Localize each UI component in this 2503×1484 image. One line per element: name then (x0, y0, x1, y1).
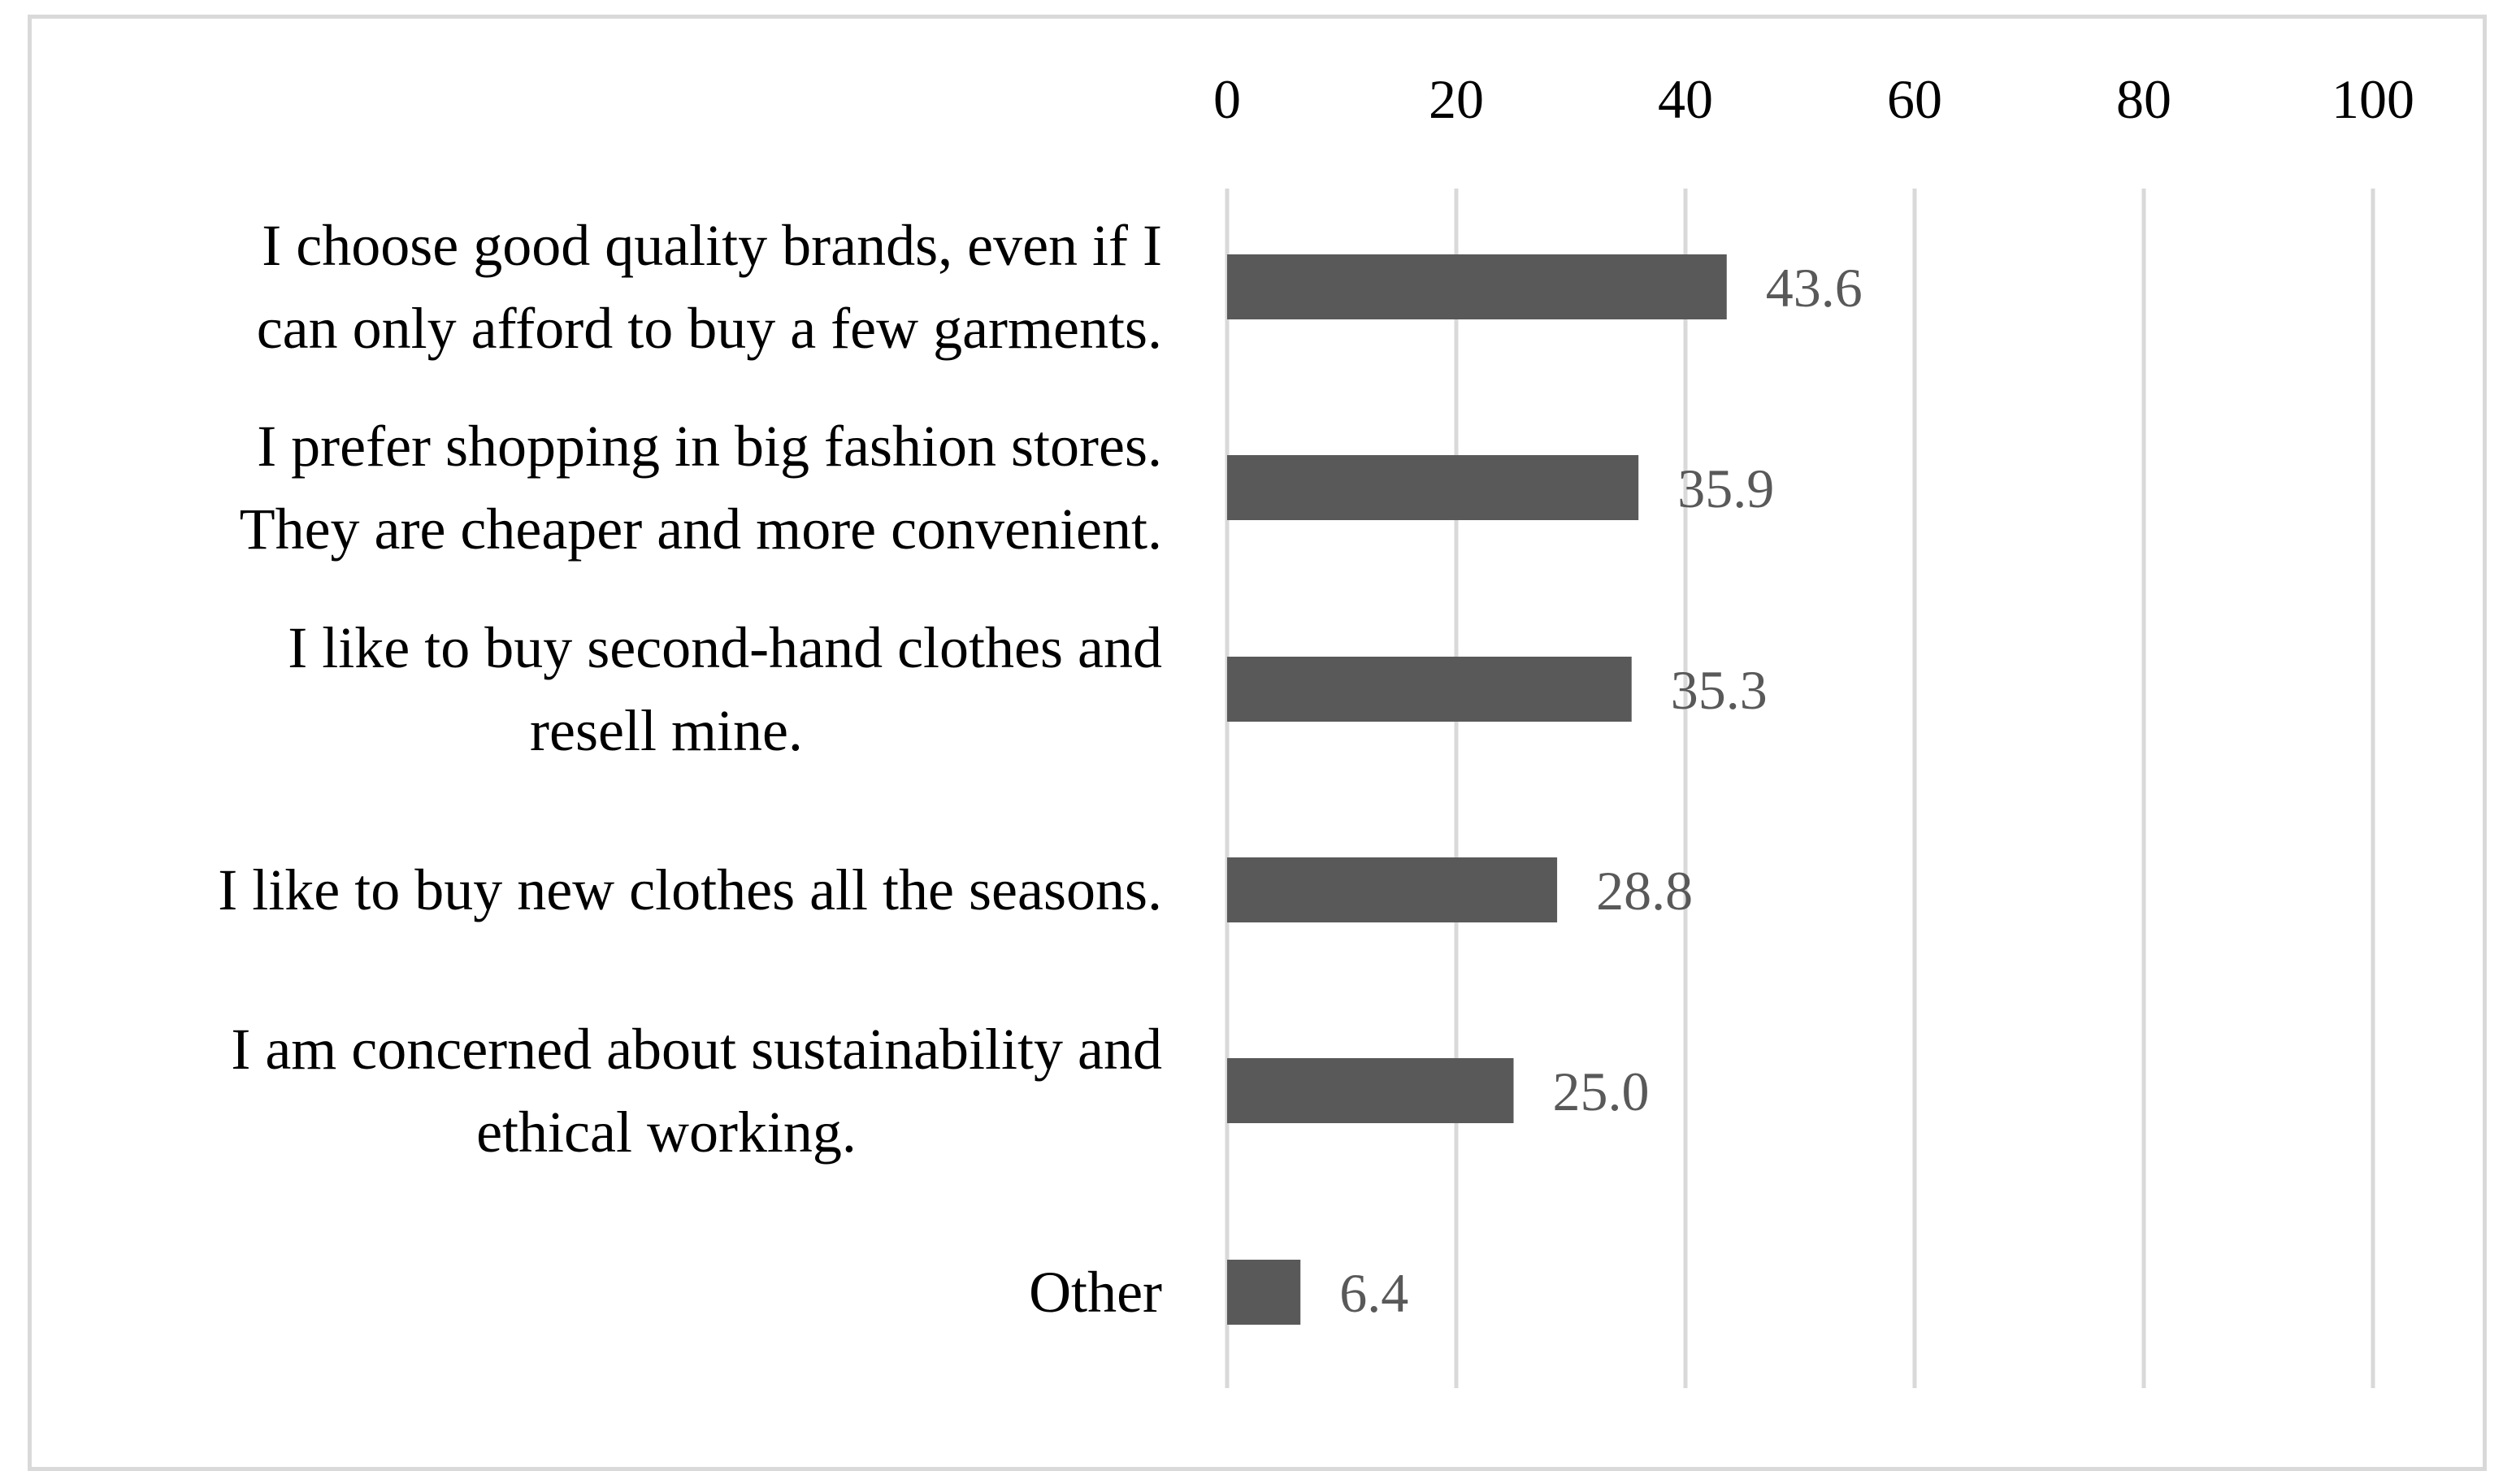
data-labels: 43.6 35.9 35.3 28.8 25.0 6.4 (1339, 257, 1863, 1324)
data-label: 35.3 (1671, 659, 1768, 721)
bar (1227, 455, 1639, 520)
x-tick-label: 20 (1429, 68, 1484, 130)
category-label: I choose good quality brands, even if I (262, 213, 1162, 278)
category-label: I like to buy new clothes all the season… (218, 857, 1162, 922)
x-tick-label: 100 (2332, 68, 2414, 130)
x-tick-label: 60 (1887, 68, 1942, 130)
bars (1227, 254, 1727, 1325)
bar (1227, 857, 1558, 922)
bar (1227, 657, 1632, 722)
category-label: can only afford to buy a few garments. (257, 296, 1162, 361)
bar (1227, 1260, 1301, 1325)
gridlines (1225, 189, 2375, 1388)
x-tick-label: 80 (2116, 68, 2171, 130)
data-label: 6.4 (1339, 1262, 1408, 1324)
data-label: 35.9 (1677, 458, 1774, 519)
chart-frame (28, 15, 2487, 1471)
data-label: 43.6 (1766, 257, 1863, 319)
data-label: 28.8 (1596, 860, 1693, 922)
category-label: I am concerned about sustainability and (231, 1017, 1162, 1082)
x-tick-label: 0 (1213, 68, 1241, 130)
category-label: I like to buy second-hand clothes and (288, 615, 1162, 680)
category-label: Other (1029, 1260, 1162, 1325)
category-label: resell mine. (530, 698, 803, 763)
category-label: They are cheaper and more convenient. (240, 497, 1162, 562)
category-label: ethical working. (476, 1100, 857, 1165)
category-labels: I choose good quality brands, even if I c… (218, 213, 1162, 1325)
x-tick-label: 40 (1658, 68, 1713, 130)
data-label: 25.0 (1553, 1061, 1650, 1122)
x-axis-ticks: 0 20 40 60 80 100 (1213, 68, 2414, 130)
bar (1227, 254, 1727, 319)
bar (1227, 1058, 1514, 1123)
category-label: I prefer shopping in big fashion stores. (257, 414, 1162, 479)
